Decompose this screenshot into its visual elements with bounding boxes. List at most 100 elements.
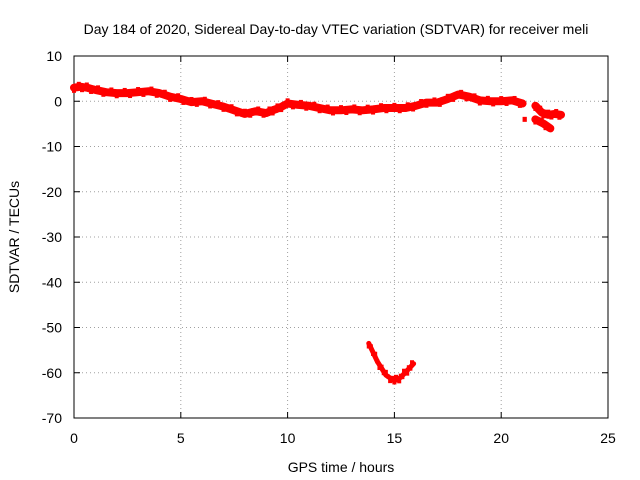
data-point	[472, 93, 477, 98]
data-point	[368, 107, 373, 112]
data-point	[325, 104, 330, 109]
data-point	[162, 89, 167, 94]
data-point	[543, 126, 548, 131]
y-tick-label: -50	[42, 320, 62, 336]
data-point	[512, 95, 517, 100]
data-point	[317, 109, 322, 114]
data-point	[281, 102, 286, 107]
data-point	[272, 106, 277, 111]
data-point	[122, 87, 127, 92]
data-point	[216, 100, 221, 105]
data-point	[385, 374, 390, 379]
x-tick-label: 20	[493, 430, 509, 446]
data-point	[381, 371, 386, 376]
data-point	[149, 86, 154, 91]
data-point	[245, 111, 250, 116]
data-point	[456, 94, 461, 99]
data-point	[210, 100, 215, 105]
data-point	[226, 108, 231, 113]
data-point	[267, 106, 272, 111]
data-point	[496, 100, 501, 105]
data-point	[96, 85, 101, 90]
data-point	[464, 97, 469, 102]
data-point	[133, 92, 138, 97]
data-point	[504, 101, 509, 106]
x-tick-label: 10	[280, 430, 296, 446]
data-point	[290, 105, 295, 110]
data-point	[136, 87, 141, 92]
data-point	[501, 99, 506, 104]
data-point	[383, 369, 388, 374]
data-point	[269, 108, 274, 113]
data-point	[395, 106, 400, 111]
data-point	[221, 107, 226, 112]
data-point	[394, 374, 399, 379]
data-point	[81, 83, 86, 88]
data-point	[347, 106, 352, 111]
axes: 0 5 10 15 20 25 10 0 -10 -20 -30 -40 -50 -60 -70	[42, 48, 616, 446]
data-point	[411, 107, 416, 112]
data-point	[285, 98, 290, 103]
data-point	[322, 108, 327, 113]
data-point	[194, 102, 199, 107]
data-point	[78, 84, 83, 89]
data-point	[461, 93, 466, 98]
y-tick-label: 10	[46, 48, 62, 64]
data-point	[130, 89, 135, 94]
x-axis-label: GPS time / hours	[288, 459, 395, 475]
data-point	[114, 94, 119, 99]
data-point	[106, 92, 111, 97]
data-point	[483, 100, 488, 105]
data-point	[178, 96, 183, 101]
data-point	[363, 109, 368, 114]
data-point	[224, 104, 229, 109]
data-point	[296, 104, 301, 109]
data-point	[218, 104, 223, 109]
data-point	[279, 108, 284, 113]
data-point	[73, 83, 78, 88]
data-point	[104, 88, 109, 93]
x-tick-label: 15	[387, 430, 403, 446]
data-point	[181, 100, 186, 105]
y-tick-label: 0	[54, 93, 62, 109]
data-point	[154, 93, 159, 98]
data-point	[485, 95, 490, 100]
data-point	[395, 377, 400, 382]
data-point	[186, 100, 191, 105]
y-axis-label: SDTVAR / TECUs	[6, 181, 22, 293]
x-tick-label: 0	[70, 430, 78, 446]
data-point	[488, 99, 493, 104]
data-point	[388, 379, 393, 384]
data-point	[93, 89, 98, 94]
data-point	[546, 109, 551, 114]
data-point	[419, 99, 424, 104]
data-point	[373, 351, 378, 356]
data-point	[384, 109, 389, 114]
data-point	[416, 104, 421, 109]
data-point	[192, 99, 197, 104]
data-point	[507, 96, 512, 101]
data-point	[355, 107, 360, 112]
data-point	[248, 113, 253, 118]
data-point	[469, 97, 474, 102]
data-point	[515, 99, 520, 104]
data-point	[443, 99, 448, 104]
data-point	[240, 112, 245, 117]
data-point	[168, 97, 173, 102]
y-tick-label: -40	[42, 274, 62, 290]
data-point	[397, 109, 402, 114]
data-point	[413, 102, 418, 107]
data-point	[83, 87, 88, 92]
data-point	[533, 120, 538, 125]
data-point	[451, 97, 456, 102]
data-point	[304, 106, 309, 111]
data-point	[373, 105, 378, 110]
data-point	[509, 99, 514, 104]
x-tick-label: 5	[177, 430, 185, 446]
data-point	[344, 111, 349, 116]
data-point	[176, 93, 181, 98]
data-point	[288, 101, 293, 106]
data-point	[86, 86, 91, 91]
data-point	[349, 108, 354, 113]
